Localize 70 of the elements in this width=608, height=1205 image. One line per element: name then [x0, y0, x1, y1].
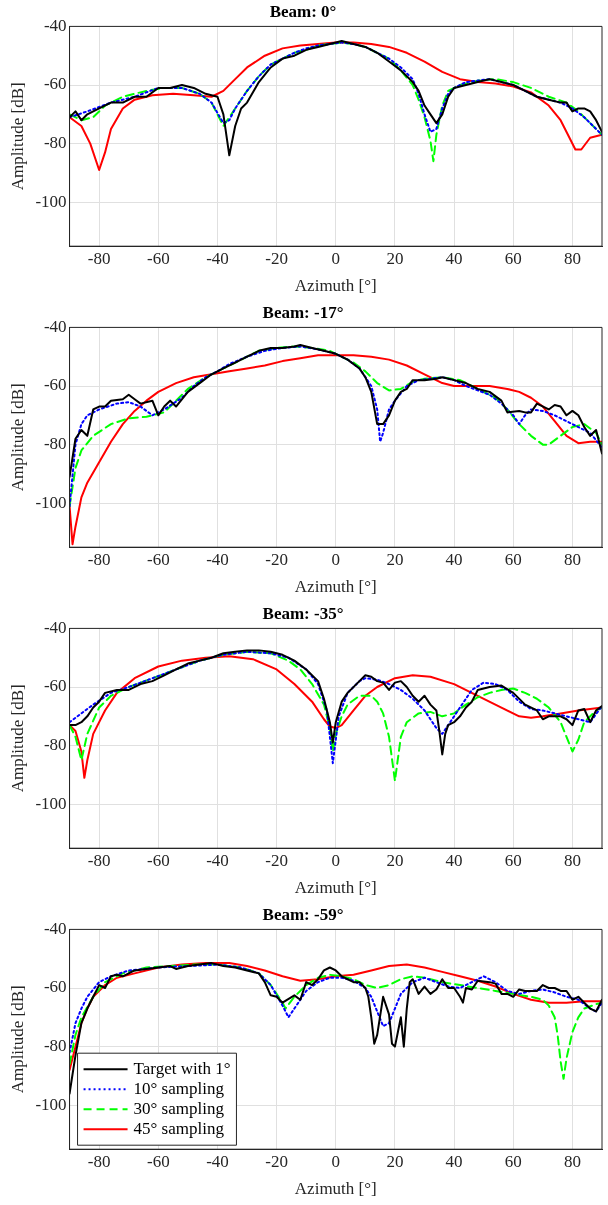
x-tick-label: 80 — [563, 248, 581, 268]
x-tick-label: -20 — [265, 248, 288, 268]
x-tick-label: 80 — [563, 549, 581, 569]
x-tick-label: 80 — [563, 850, 581, 870]
x-tick-label: 80 — [563, 1151, 581, 1171]
line-series — [69, 345, 602, 508]
x-tick-label: 60 — [504, 850, 522, 870]
y-tick-label: -40 — [43, 617, 67, 637]
x-tick-label: 20 — [386, 549, 404, 569]
x-tick-label: -40 — [206, 248, 229, 268]
y-tick-label: -40 — [43, 316, 67, 336]
legend-label: Target with 1° — [133, 1058, 231, 1078]
x-axis-title: Azimuth [°] — [294, 276, 377, 296]
y-tick-label: -80 — [43, 133, 67, 153]
x-tick-label: -40 — [206, 549, 229, 569]
y-tick-label: -60 — [43, 977, 67, 997]
x-tick-label: 60 — [504, 1151, 522, 1171]
legend-label: 45° sampling — [133, 1118, 225, 1138]
y-tick-label: -80 — [43, 1036, 67, 1056]
x-axis-title: Azimuth [°] — [294, 1179, 377, 1199]
x-tick-label: 0 — [331, 248, 341, 268]
x-tick-label: -40 — [206, 1151, 229, 1171]
y-axis-title: Amplitude [dB] — [7, 985, 27, 1094]
y-tick-label: -40 — [43, 15, 67, 35]
x-tick-label: 40 — [445, 248, 463, 268]
x-tick-label: 40 — [445, 850, 463, 870]
chart-title: Beam: -17° — [262, 302, 344, 322]
x-tick-label: 0 — [331, 850, 341, 870]
chart-title: Beam: -35° — [262, 603, 344, 623]
y-tick-label: -100 — [35, 492, 67, 512]
x-tick-label: -60 — [146, 248, 170, 268]
y-axis-title: Amplitude [dB] — [7, 383, 27, 492]
y-tick-label: -80 — [43, 735, 67, 755]
x-tick-label: -20 — [265, 549, 288, 569]
x-tick-label: 20 — [386, 248, 404, 268]
x-tick-label: -80 — [87, 248, 111, 268]
x-axis-title: Azimuth [°] — [294, 878, 377, 898]
y-tick-label: -60 — [43, 676, 67, 696]
x-tick-label: 60 — [504, 549, 522, 569]
x-tick-label: -80 — [87, 850, 111, 870]
x-tick-label: -80 — [87, 549, 111, 569]
y-tick-label: -40 — [43, 918, 67, 938]
line-series — [69, 963, 602, 1054]
x-tick-label: -20 — [265, 1151, 288, 1171]
x-tick-label: 60 — [504, 248, 522, 268]
x-tick-label: 40 — [445, 1151, 463, 1171]
x-axis-title: Azimuth [°] — [294, 577, 377, 597]
x-tick-label: 20 — [386, 1151, 404, 1171]
legend-label: 10° sampling — [133, 1078, 225, 1098]
x-tick-label: 40 — [445, 549, 463, 569]
chart-title: Beam: -59° — [262, 904, 344, 924]
chart-title: Beam: 0° — [269, 1, 337, 21]
y-tick-label: -100 — [35, 793, 67, 813]
y-axis-title: Amplitude [dB] — [7, 82, 27, 191]
y-tick-label: -60 — [43, 375, 67, 395]
y-tick-label: -100 — [35, 191, 67, 211]
y-tick-label: -100 — [35, 1094, 67, 1114]
y-axis-title: Amplitude [dB] — [7, 684, 27, 793]
y-tick-label: -60 — [43, 74, 67, 94]
x-tick-label: 0 — [331, 549, 341, 569]
x-tick-label: -60 — [146, 549, 170, 569]
x-tick-label: -80 — [87, 1151, 111, 1171]
x-tick-label: 20 — [386, 850, 404, 870]
x-tick-label: 0 — [331, 1151, 341, 1171]
x-tick-label: -60 — [146, 850, 170, 870]
x-tick-label: -20 — [265, 850, 288, 870]
x-tick-label: -40 — [206, 850, 229, 870]
y-tick-label: -80 — [43, 434, 67, 454]
legend-label: 30° sampling — [133, 1098, 225, 1118]
x-tick-label: -60 — [146, 1151, 170, 1171]
